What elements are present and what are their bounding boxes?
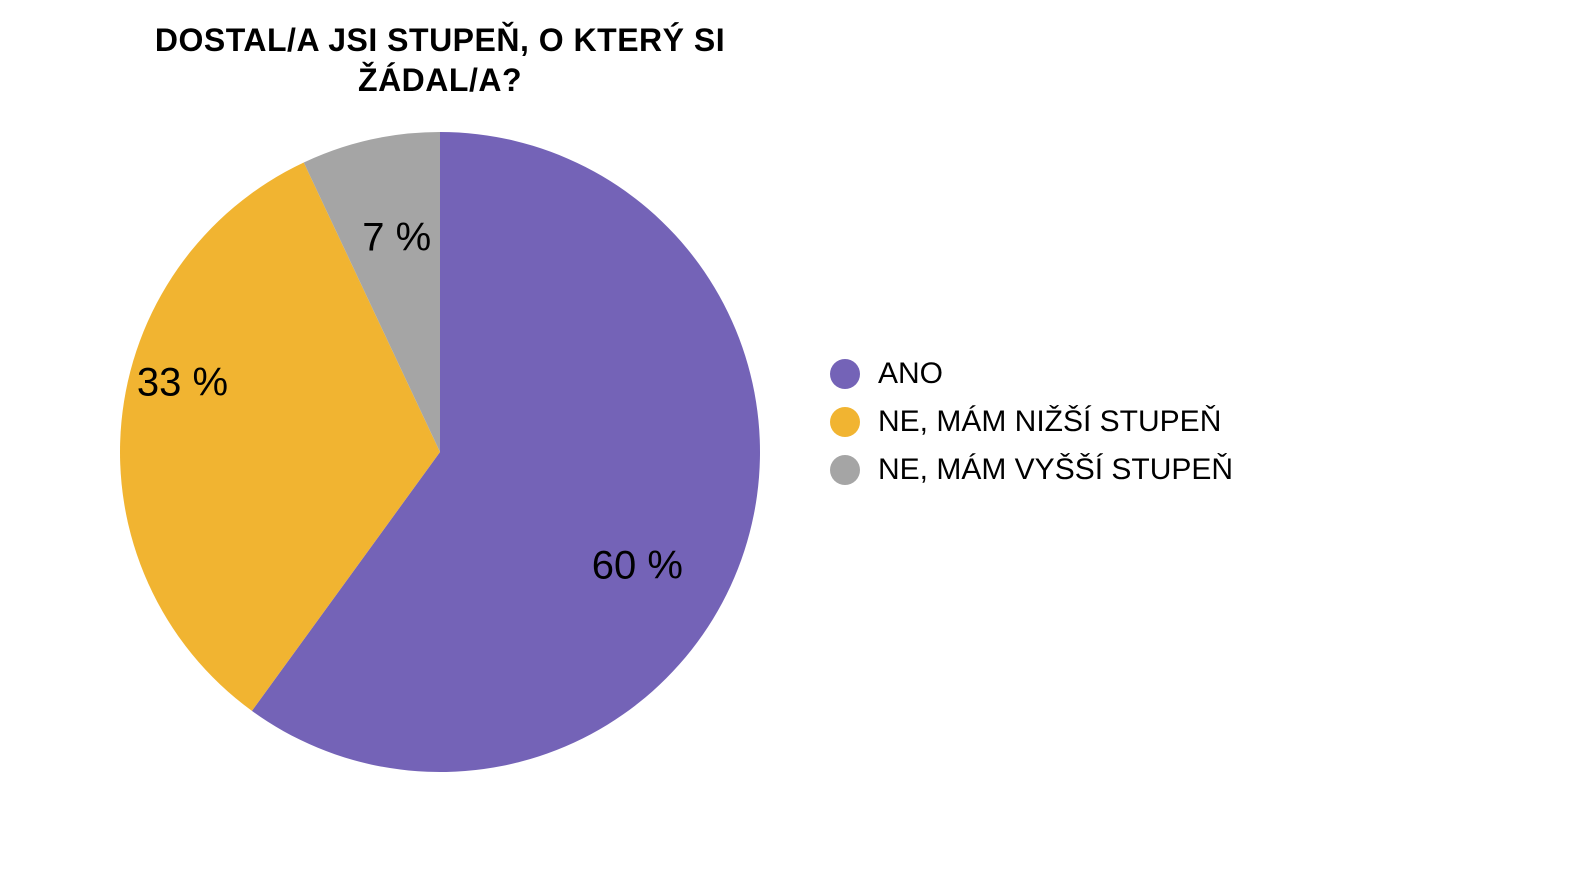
legend-label-2: NE, MÁM VYŠŠÍ STUPEŇ xyxy=(878,446,1233,494)
legend-item-0: ANO xyxy=(830,350,1233,398)
legend-item-1: NE, MÁM NIŽŠÍ STUPEŇ xyxy=(830,398,1233,446)
pie-chart xyxy=(120,132,760,772)
legend-marker-0 xyxy=(830,359,860,389)
legend-marker-2 xyxy=(830,455,860,485)
legend: ANO NE, MÁM NIŽŠÍ STUPEŇ NE, MÁM VYŠŠÍ S… xyxy=(830,350,1233,494)
pie-svg xyxy=(120,132,760,772)
slice-label-0: 60 % xyxy=(592,544,683,589)
legend-item-2: NE, MÁM VYŠŠÍ STUPEŇ xyxy=(830,446,1233,494)
legend-marker-1 xyxy=(830,407,860,437)
slice-label-2: 7 % xyxy=(362,216,431,261)
legend-label-0: ANO xyxy=(878,350,943,398)
legend-label-1: NE, MÁM NIŽŠÍ STUPEŇ xyxy=(878,398,1221,446)
slice-label-1: 33 % xyxy=(137,361,228,406)
chart-title: DOSTAL/A JSI STUPEŇ, O KTERÝ SI ŽÁDAL/A? xyxy=(120,20,760,100)
